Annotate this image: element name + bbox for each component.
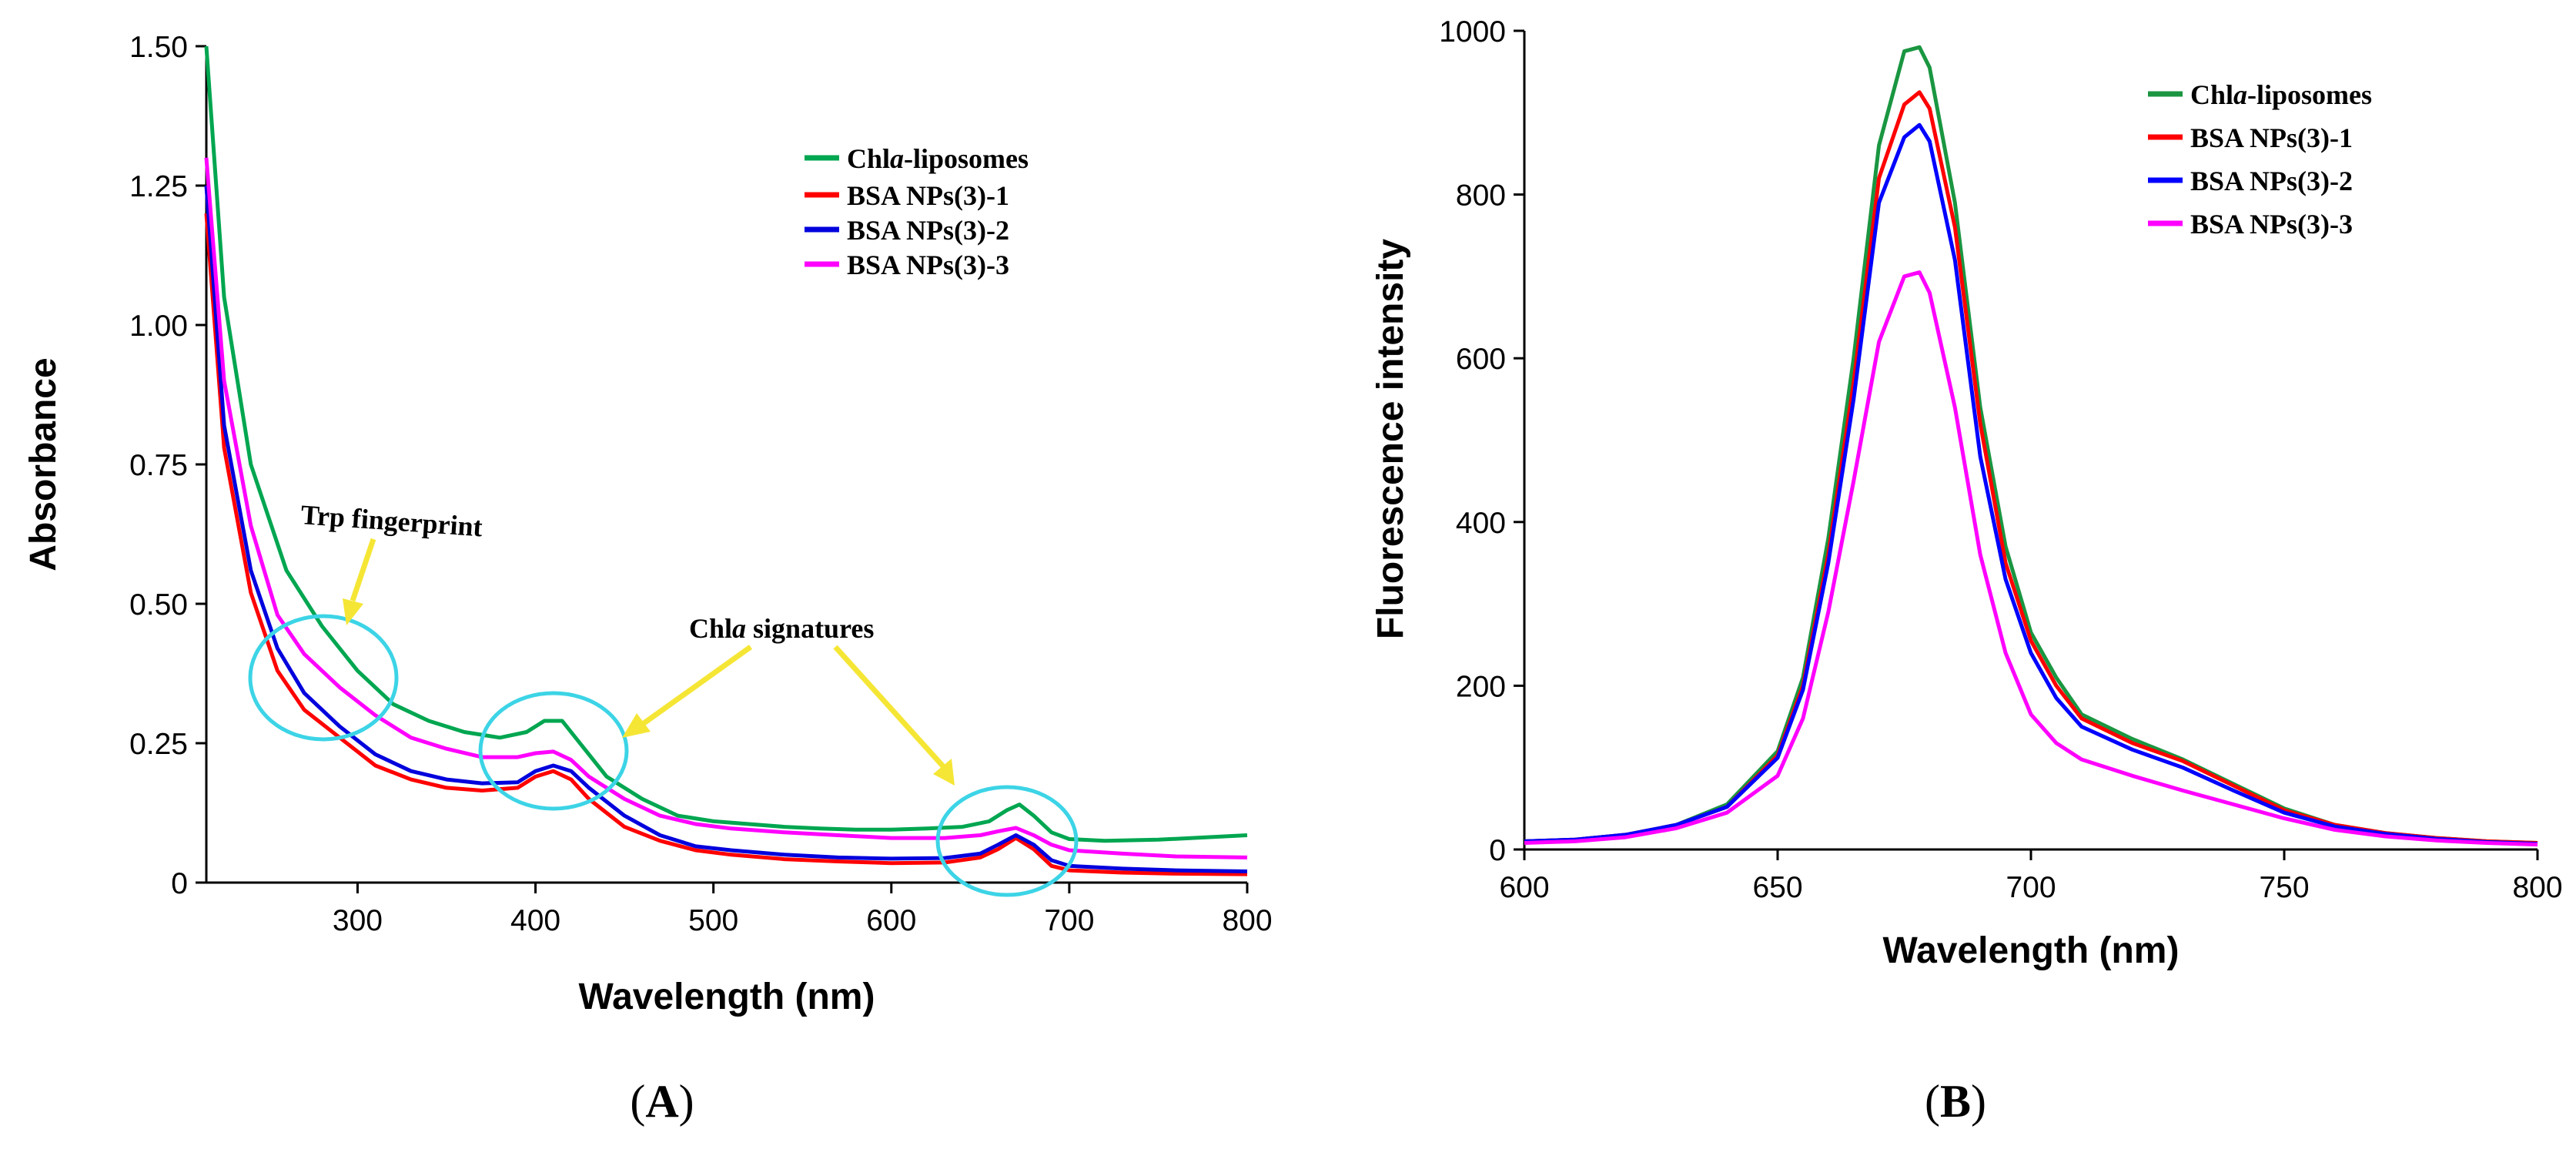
panel-b-series-bsa-nps-3-2	[1524, 122, 2538, 846]
panel-a-label: (A)	[630, 1076, 694, 1127]
panel-b-legend: Chla-liposomes BSA NPs(3)-1 BSA NPs(3)-2…	[2148, 79, 2372, 240]
chla-arrow-left	[641, 645, 753, 726]
chla-qy-circle	[935, 785, 1079, 897]
panel-a-x-tick-label: 500	[688, 904, 738, 937]
panel-b-x-axis-title: Wavelength (nm)	[1883, 930, 2180, 971]
chart-panel-b: 600 650 700 750 800 0 200 400 600 800 1000 Wavele…	[1370, 15, 2563, 1127]
panel-b-y-tick-label: 0	[1489, 834, 1506, 867]
panel-a-legend: Chla-liposomes BSA NPs(3)-1 BSA NPs(3)-2…	[805, 143, 1029, 280]
panel-b-x-ticks: 600 650 700 750 800	[1499, 849, 2563, 904]
chla-arrow-right	[833, 645, 945, 769]
chart-panel-a: 300 400 500 600 700 800 0 0.25 0.50 0.75 1.00 1.25…	[23, 31, 1273, 1127]
panel-a-x-axis-title: Wavelength (nm)	[579, 977, 875, 1017]
panel-a-series-bsa-nps-3-2	[204, 185, 1248, 873]
panel-b-series-bsa-nps-3-3	[1524, 270, 2538, 847]
panel-b-y-tick-label: 1000	[1439, 15, 1506, 49]
panel-a-series-bsa-nps-3-1	[204, 213, 1248, 876]
panel-a-y-tick-label: 0.25	[129, 728, 188, 761]
panel-b-x-tick-label: 650	[1752, 871, 1802, 904]
legend-b-label-bsa-nps-3-2: BSA NPs(3)-2	[2190, 166, 2353, 196]
panel-a-x-tick-label: 400	[510, 904, 560, 937]
panel-b-series-bsa-nps-3-1	[1524, 90, 2538, 845]
legend-a-label-bsa-nps-3-2: BSA NPs(3)-2	[847, 215, 1009, 246]
panel-b-y-tick-label: 200	[1456, 670, 1506, 703]
panel-b-y-ticks: 0 200 400 600 800 1000	[1439, 15, 1524, 867]
panel-a-y-ticks: 0 0.25 0.50 0.75 1.00 1.25 1.50	[129, 31, 206, 900]
trp-arrowhead	[343, 598, 363, 625]
panel-a-x-tick-label: 700	[1044, 904, 1094, 937]
panel-a-y-tick-label: 0	[171, 867, 188, 900]
legend-b-label-bsa-nps-3-3: BSA NPs(3)-3	[2190, 209, 2353, 240]
panel-b-label: (B)	[1925, 1076, 1986, 1127]
panel-a-series	[204, 45, 1248, 876]
panel-a-x-tick-label: 600	[866, 904, 916, 937]
chla-signatures-label: Chla signatures	[689, 613, 874, 644]
chla-arrowhead-left	[622, 713, 651, 738]
panel-b-y-tick-label: 600	[1456, 343, 1506, 376]
panel-b-y-tick-label: 800	[1456, 179, 1506, 213]
trp-fingerprint-label: Trp fingerprint	[299, 499, 483, 542]
panel-b-x-tick-label: 700	[2006, 871, 2056, 904]
panel-a-x-tick-label: 800	[1222, 904, 1272, 937]
panel-a-y-tick-label: 1.00	[129, 310, 188, 343]
panel-b-x-tick-label: 600	[1499, 871, 1549, 904]
legend-a-label-chla-liposomes: Chla-liposomes	[847, 143, 1029, 174]
panel-b-x-tick-label: 800	[2512, 871, 2562, 904]
panel-a-series-chla-liposomes	[204, 45, 1248, 843]
panel-a-y-tick-label: 0.75	[129, 449, 188, 482]
panel-a-y-tick-label: 0.50	[129, 588, 188, 622]
panel-a-series-bsa-nps-3-3	[204, 157, 1248, 859]
panel-a-y-tick-label: 1.25	[129, 170, 188, 203]
trp-arrow	[350, 538, 376, 602]
legend-b-label-chla-liposomes: Chla-liposomes	[2190, 79, 2372, 110]
panel-b-x-tick-label: 750	[2259, 871, 2309, 904]
chla-soret-circle	[478, 691, 629, 811]
legend-a-label-bsa-nps-3-3: BSA NPs(3)-3	[847, 250, 1009, 280]
panel-a-y-tick-label: 1.50	[129, 31, 188, 64]
chla-arrowhead-right	[933, 759, 955, 786]
panel-b-series	[1524, 45, 2538, 847]
legend-b-label-bsa-nps-3-1: BSA NPs(3)-1	[2190, 122, 2353, 153]
panel-b-y-axis-title: Fluorescence intensity	[1370, 239, 1411, 639]
panel-a-y-axis-title: Absorbance	[23, 357, 64, 571]
legend-a-label-bsa-nps-3-1: BSA NPs(3)-1	[847, 180, 1009, 211]
panel-b-y-tick-label: 400	[1456, 507, 1506, 540]
panel-a-x-tick-label: 300	[333, 904, 383, 937]
trp-fingerprint-circle	[248, 614, 399, 742]
panel-b-series-chla-liposomes	[1524, 45, 2538, 845]
panel-a-x-ticks: 300 400 500 600 700 800	[333, 883, 1273, 937]
